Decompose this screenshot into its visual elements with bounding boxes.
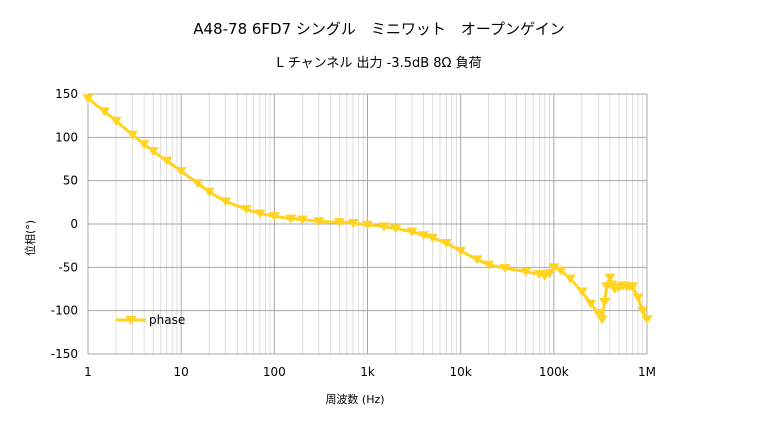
chart-subtitle: L チャンネル 出力 -3.5dB 8Ω 負荷 [276, 56, 481, 71]
y-tick-label: -150 [51, 347, 78, 361]
x-tick-label: 100k [539, 365, 569, 379]
data-point [564, 274, 576, 284]
y-tick-label: -50 [58, 260, 78, 274]
data-point [161, 156, 173, 166]
data-point [126, 130, 138, 140]
data-point [378, 222, 390, 232]
y-tick-label: -100 [51, 304, 78, 318]
y-tick-label: 0 [70, 217, 78, 231]
data-point [455, 246, 467, 256]
data-point [240, 205, 252, 215]
data-point [548, 263, 560, 273]
data-point [576, 287, 588, 297]
tick-labels: 150 100 50 0 -50 -100 -150 1 10 100 1k 10k 100k 1M [51, 87, 656, 379]
data-point [483, 260, 495, 270]
data-point [632, 293, 644, 303]
x-axis-label: 周波数 (Hz) [325, 393, 384, 406]
legend-label: phase [149, 313, 185, 327]
data-point [390, 224, 402, 234]
data-point [440, 238, 452, 249]
x-tick-label: 1 [84, 365, 92, 379]
data-point [499, 264, 511, 274]
data-point [296, 215, 308, 225]
data-point [427, 233, 439, 243]
data-point [418, 231, 430, 241]
data-point [285, 214, 297, 224]
data-point [82, 94, 94, 104]
data-point [110, 116, 122, 126]
chart-title: A48-78 6FD7 シングル ミニワット オープンゲイン [193, 20, 564, 38]
data-point [147, 147, 159, 157]
data-point [138, 140, 150, 150]
legend: phase [116, 313, 185, 327]
x-tick-label: 10 [174, 365, 189, 379]
data-point [596, 315, 608, 325]
data-point [520, 267, 532, 277]
data-point [362, 220, 373, 230]
data-point [555, 266, 567, 276]
x-tick-label: 1M [638, 365, 656, 379]
data-point [192, 179, 204, 189]
data-point [175, 167, 187, 177]
x-tick-label: 1k [360, 365, 375, 379]
data-point [637, 306, 649, 316]
y-tick-label: 100 [55, 130, 78, 144]
legend-marker [125, 315, 137, 325]
data-point [347, 219, 359, 229]
y-tick-label: 150 [55, 87, 78, 101]
data-point [313, 217, 325, 227]
y-tick-label: 50 [63, 174, 78, 188]
data-point [544, 269, 556, 279]
x-tick-label: 10k [450, 365, 472, 379]
data-point [585, 299, 597, 309]
data-point [406, 227, 418, 237]
data-point [604, 273, 616, 283]
grid-lines [87, 93, 648, 355]
data-point [254, 209, 266, 219]
data-point [268, 212, 280, 222]
data-point [220, 197, 232, 207]
series-phase [82, 94, 653, 325]
data-point [641, 315, 653, 325]
x-tick-label: 100 [263, 365, 286, 379]
data-point [627, 282, 639, 292]
data-point [203, 187, 215, 197]
data-point [333, 218, 345, 228]
data-point [599, 297, 611, 307]
data-point [471, 255, 483, 265]
data-point [592, 309, 604, 319]
data-point [98, 107, 110, 117]
y-axis-label: 位相(°) [23, 220, 37, 256]
